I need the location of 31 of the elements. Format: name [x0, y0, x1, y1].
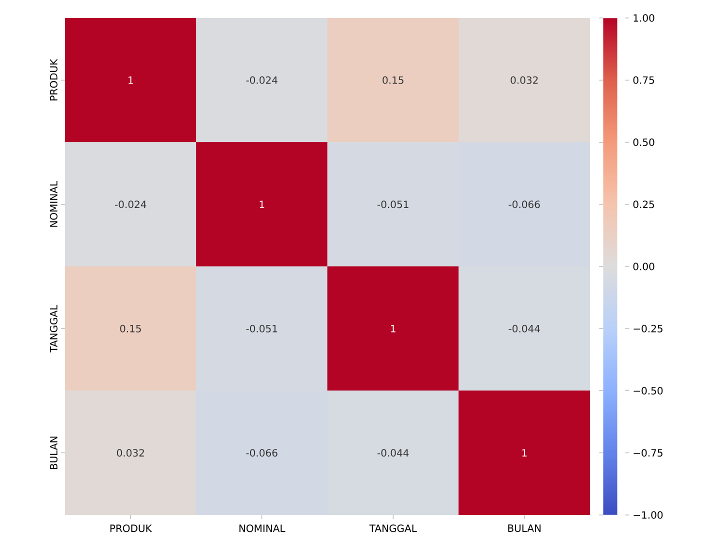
color-bar-label: 0.25: [633, 200, 654, 208]
y-tick-label: PRODUK: [50, 58, 58, 100]
color-bar-label: 0.75: [633, 76, 654, 84]
data-label: -0.066: [508, 200, 540, 208]
color-bar-label: −0.25: [634, 324, 662, 332]
data-label: 0.15: [120, 324, 141, 332]
data-label: -0.051: [246, 324, 278, 332]
y-tick-label: BULAN: [50, 436, 58, 470]
x-tick-label: PRODUK: [110, 524, 152, 532]
data-label: 0.032: [116, 449, 144, 457]
color-bar-label: −0.75: [634, 449, 662, 457]
data-label: 0.15: [382, 76, 404, 84]
data-label: -0.024: [115, 200, 146, 208]
data-label: -0.066: [246, 449, 278, 457]
data-label: 1: [522, 449, 527, 457]
x-tick-label: NOMINAL: [239, 524, 286, 532]
y-tick-label: TANGGAL: [50, 304, 58, 352]
x-tick-label: TANGGAL: [369, 524, 417, 532]
color-bar-label: 0.50: [633, 138, 654, 146]
y-tick-label: NOMINAL: [50, 181, 58, 227]
data-label: -0.024: [246, 76, 278, 84]
data-label: 1: [391, 324, 396, 332]
data-label: 1: [128, 76, 133, 84]
data-label: 1: [260, 200, 264, 208]
color-bar-label: 0.00: [633, 262, 654, 270]
data-label: -0.044: [377, 449, 409, 457]
x-tick-label: BULAN: [508, 524, 541, 532]
data-label: -0.051: [377, 200, 408, 208]
color-bar-label: 1.00: [634, 14, 654, 22]
color-bar-label: −0.50: [634, 386, 663, 395]
color-bar-label: −1.00: [634, 511, 663, 519]
